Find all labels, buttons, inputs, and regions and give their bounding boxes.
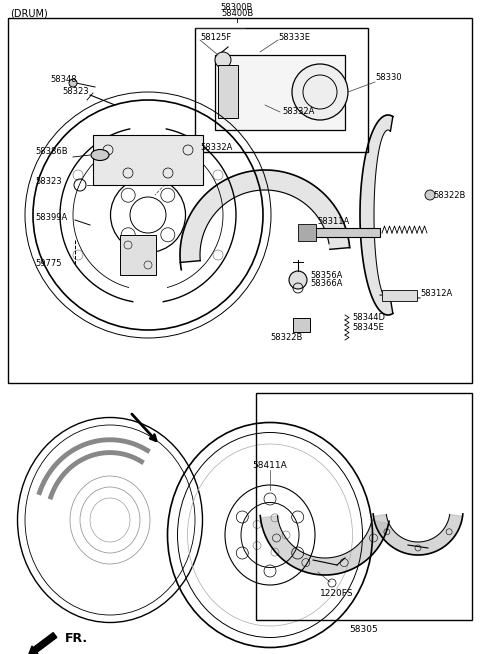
Text: 58305: 58305 bbox=[349, 625, 378, 634]
Text: 58323: 58323 bbox=[35, 177, 61, 186]
Bar bbox=[293, 318, 310, 332]
Text: 58356A: 58356A bbox=[310, 271, 342, 279]
Circle shape bbox=[215, 52, 231, 68]
Bar bbox=[218, 65, 238, 118]
Circle shape bbox=[69, 79, 77, 87]
Polygon shape bbox=[360, 115, 392, 315]
Text: 58311A: 58311A bbox=[317, 218, 349, 226]
Text: 58125F: 58125F bbox=[200, 33, 231, 41]
Text: 58332A: 58332A bbox=[282, 107, 314, 116]
Text: 1220FS: 1220FS bbox=[320, 589, 353, 598]
Text: 58399A: 58399A bbox=[35, 213, 67, 222]
Circle shape bbox=[292, 64, 348, 120]
Bar bbox=[256, 393, 472, 620]
Text: 58300B: 58300B bbox=[221, 3, 253, 12]
Polygon shape bbox=[373, 515, 463, 555]
Bar bbox=[382, 290, 417, 301]
Text: 58332A: 58332A bbox=[200, 143, 232, 152]
Text: 58345E: 58345E bbox=[352, 322, 384, 332]
Bar bbox=[195, 28, 368, 152]
Text: 58400B: 58400B bbox=[221, 10, 253, 18]
Text: 58330: 58330 bbox=[375, 73, 402, 82]
Polygon shape bbox=[180, 170, 349, 262]
Text: (DRUM): (DRUM) bbox=[10, 8, 48, 18]
Text: 58323: 58323 bbox=[62, 86, 89, 95]
Text: 58322B: 58322B bbox=[270, 332, 302, 341]
Text: 58333E: 58333E bbox=[278, 33, 310, 41]
Text: 59775: 59775 bbox=[35, 258, 61, 267]
Text: 58366A: 58366A bbox=[310, 279, 343, 288]
Text: 58312A: 58312A bbox=[420, 290, 452, 298]
Polygon shape bbox=[261, 516, 389, 575]
Bar bbox=[215, 55, 345, 130]
Circle shape bbox=[425, 190, 435, 200]
Text: 58344D: 58344D bbox=[352, 313, 385, 322]
Circle shape bbox=[289, 271, 307, 289]
Ellipse shape bbox=[91, 150, 109, 160]
Text: 58348: 58348 bbox=[50, 75, 77, 84]
Bar bbox=[298, 224, 316, 241]
Text: FR.: FR. bbox=[65, 632, 88, 644]
Text: 58322B: 58322B bbox=[433, 190, 466, 199]
Bar bbox=[305, 228, 380, 237]
Bar bbox=[120, 235, 156, 275]
Text: 58386B: 58386B bbox=[35, 148, 68, 156]
Bar bbox=[8, 18, 472, 383]
Text: 58411A: 58411A bbox=[252, 460, 288, 470]
FancyArrow shape bbox=[29, 632, 57, 654]
Bar bbox=[93, 135, 203, 185]
